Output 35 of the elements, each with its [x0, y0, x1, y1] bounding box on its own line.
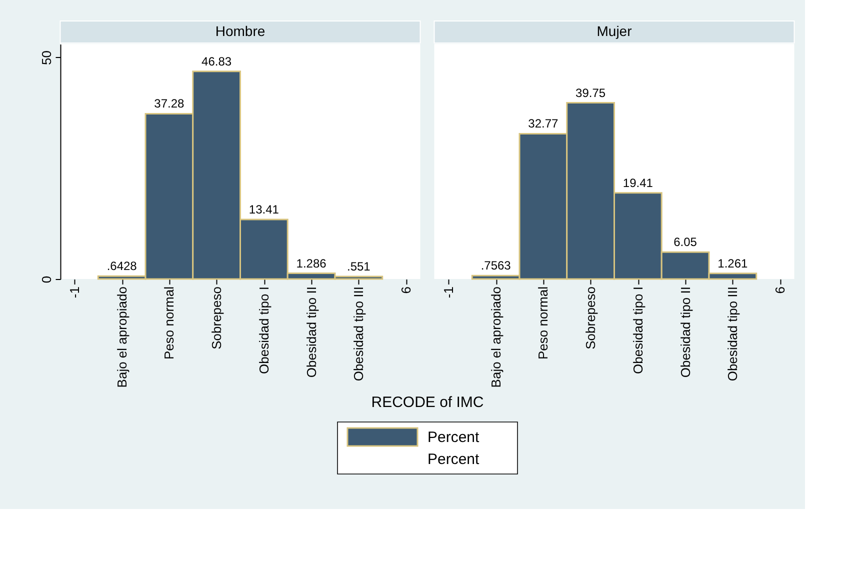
legend-label: Percent — [428, 429, 480, 446]
x-tick-label: Peso normal — [536, 286, 551, 360]
x-axis-title: RECODE of IMC — [371, 394, 484, 411]
y-tick-label: 0 — [38, 276, 54, 284]
x-tick-label: Obesidad tipo II — [678, 286, 693, 378]
x-tick-label: Obesidad tipo III — [351, 286, 366, 382]
chart-title: Hombre — [215, 23, 266, 39]
data-label: 19.41 — [622, 176, 654, 190]
x-tick-label: Sobrepeso — [209, 286, 224, 350]
data-label: .551 — [346, 260, 371, 274]
x-tick-label: Obesidad tipo III — [725, 286, 740, 382]
data-label: 39.75 — [576, 86, 606, 100]
data-label: 1.261 — [718, 256, 748, 270]
data-label: 32.77 — [528, 116, 559, 131]
x-tick-label: Obesidad tipo II — [304, 286, 319, 378]
x-tick-label: Bajo el apropiado — [114, 286, 130, 388]
x-tick-label: 6 — [398, 286, 414, 294]
x-tick-label: 6 — [772, 286, 788, 294]
data-label: 13.41 — [248, 202, 280, 217]
x-tick-label: Obesidad tipo I — [630, 286, 646, 374]
x-tick-label: Peso normal — [162, 286, 177, 360]
data-label: .7563 — [480, 258, 512, 273]
data-label: 46.83 — [202, 54, 232, 68]
data-label: .6428 — [106, 259, 138, 274]
y-tick-label: 50 — [38, 50, 54, 66]
x-tick-label: Obesidad tipo I — [256, 286, 272, 374]
x-tick-label: -1 — [440, 286, 456, 298]
data-label: 6.05 — [674, 235, 698, 250]
data-label: 37.28 — [154, 96, 185, 111]
text: Percent — [428, 451, 480, 468]
x-tick-label: Sobrepeso — [583, 286, 598, 350]
x-tick-label: -1 — [66, 286, 82, 298]
data-label: 1.286 — [296, 256, 327, 270]
x-tick-label: Bajo el apropiado — [488, 286, 504, 388]
chart-title: Mujer — [596, 23, 632, 39]
